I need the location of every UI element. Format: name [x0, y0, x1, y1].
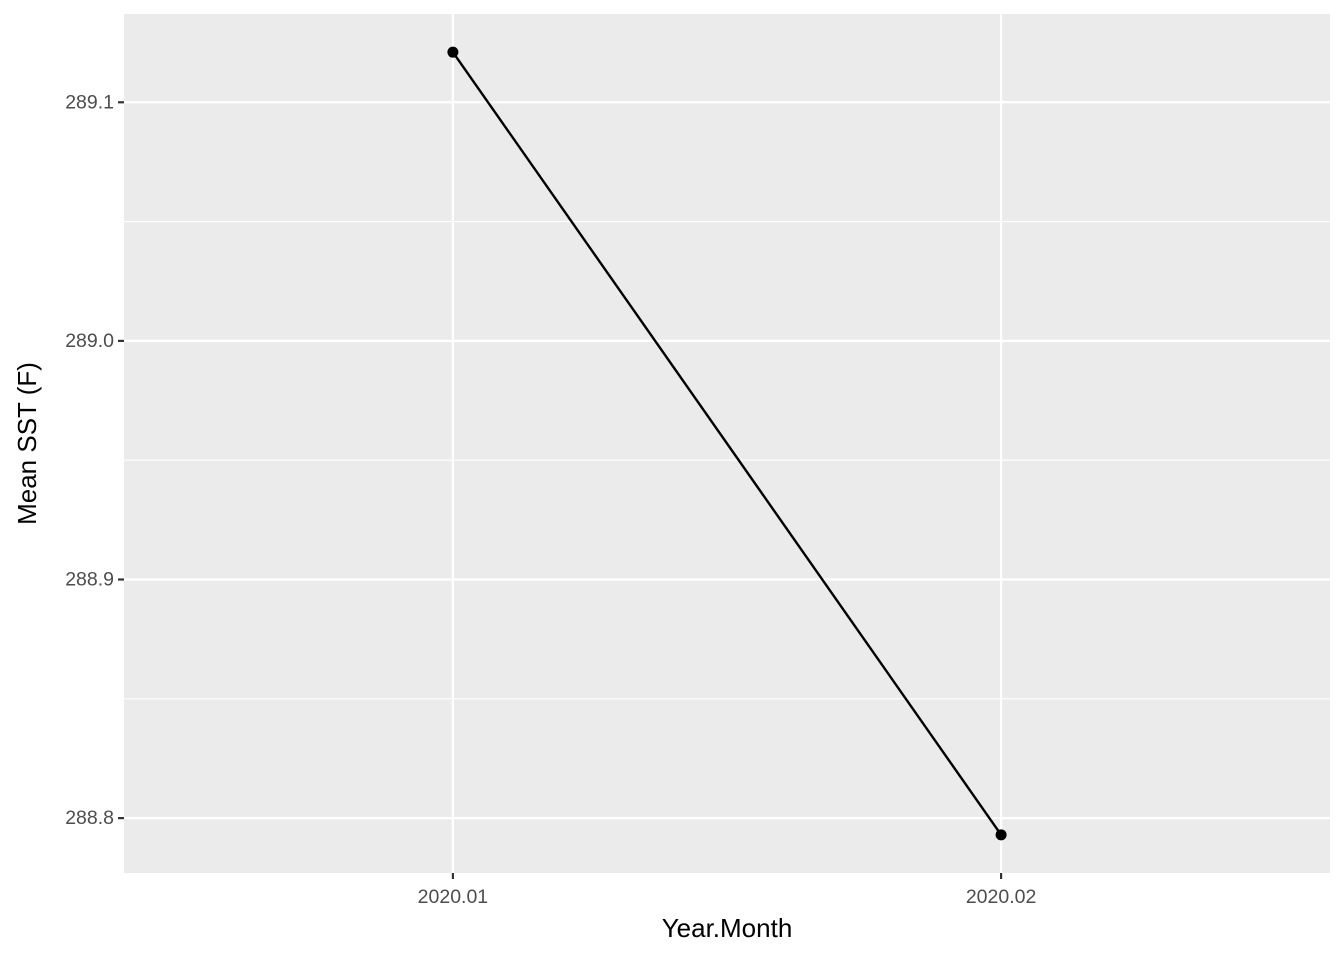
x-axis-title: Year.Month: [662, 913, 793, 943]
series-line: [451, 51, 1003, 836]
y-tick-label: 288.9: [65, 569, 114, 591]
y-tick-label: 289.1: [65, 91, 114, 113]
major-gridlines: [124, 14, 1330, 873]
axis-ticks: [118, 101, 1003, 879]
x-tick-label: 2020.01: [418, 886, 489, 908]
data-point: [447, 46, 459, 58]
minor-gridlines: [124, 221, 1330, 700]
x-tick-label: 2020.02: [966, 886, 1037, 908]
y-axis-tick-labels: 288.8 288.9 289.0 289.1: [65, 91, 114, 829]
y-axis-title: Mean SST (F): [12, 362, 42, 525]
y-tick-label: 288.8: [65, 807, 114, 829]
series-group: [447, 46, 1007, 841]
y-tick-label: 289.0: [65, 330, 114, 352]
x-axis-tick-labels: 2020.01 2020.02: [418, 886, 1037, 908]
data-point: [995, 829, 1007, 841]
